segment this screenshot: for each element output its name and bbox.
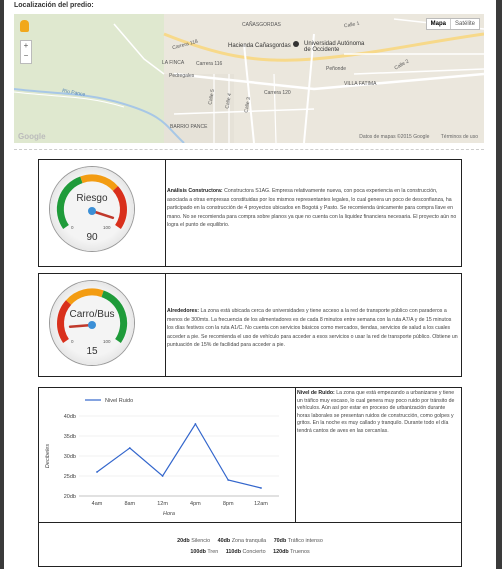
noise-chart-svg: Nivel Ruido 20db 25db 30db 35db 40db 4am 8am 1… [45, 398, 279, 517]
map-label-canasgordas: CAÑASGORDAS [242, 22, 281, 28]
x-axis-label: Hora [163, 511, 175, 517]
location-title: Localización del predio: [14, 2, 94, 9]
legend-series-name: Nivel Ruido [105, 398, 133, 404]
data-point [227, 479, 230, 481]
y-tick-label: 20db [64, 494, 76, 500]
transport-gauge-min: 0 [71, 339, 74, 344]
noise-ref-label: Zona tranquila [231, 538, 267, 544]
map-label-villa-fatima: VILLA FATIMA [344, 81, 377, 87]
y-tick-label: 35db [64, 434, 76, 440]
noise-legend-row-2: 100db Tren 110db Concierto 120db Truenos [39, 549, 461, 555]
google-logo: Google [18, 132, 46, 141]
transport-gauge-label: Carro/Bus [69, 309, 115, 320]
construction-text: Constructora S1AG. Empresa relativamente… [167, 188, 457, 228]
x-tick-label: 8am [124, 501, 135, 507]
noise-ref-value: 40db [217, 538, 231, 544]
map-label-pedregales: Pedregales [169, 73, 195, 79]
risk-gauge-min: 0 [71, 225, 74, 230]
y-axis-label: Decibeles [45, 444, 51, 468]
construction-card: Riesgo 0 100 90 Análisis Constructora: C… [38, 159, 462, 267]
map-label-carrera-120: Carrera 120 [264, 90, 291, 96]
x-tick-label: 12am [254, 501, 268, 507]
surroundings-gauge-cell: Carro/Bus 0 100 15 [39, 274, 166, 376]
noise-analysis: Nivel de Ruido: La zona que está empezan… [297, 390, 459, 435]
noise-ref-value: 110db [225, 549, 242, 555]
noise-ref-label: Tráfico intenso [287, 538, 323, 544]
y-tick-label: 30db [64, 454, 76, 460]
transport-gauge-max: 100 [103, 339, 111, 344]
transport-gauge: Carro/Bus 0 100 15 [50, 281, 134, 365]
zoom-control[interactable]: + − [20, 40, 32, 64]
map-label-carrera-116: Carrera 116 [196, 61, 223, 67]
surroundings-heading: Alrededores: [167, 308, 199, 314]
map-label-penonde: Peñonde [326, 66, 347, 72]
surroundings-text: La zona está ubicada cerca de universida… [167, 308, 458, 348]
noise-ref-label: Silencio [191, 538, 211, 544]
risk-gauge-label: Riesgo [76, 193, 108, 204]
section-divider [14, 149, 484, 150]
window-frame-left [0, 0, 4, 569]
noise-reference-legend: 20db Silencio 40db Zona tranquila 70db T… [39, 538, 461, 560]
street-view-pegman-icon[interactable] [20, 20, 29, 32]
x-tick-label: 8pm [223, 501, 234, 507]
noise-ref-value: 70db [273, 538, 287, 544]
data-point [96, 471, 98, 473]
surroundings-card: Carro/Bus 0 100 15 Alrededores: La zona … [38, 273, 462, 377]
x-tick-label: 4am [92, 501, 103, 507]
noise-card: Nivel Ruido 20db 25db 30db 35db 40db 4am 8am 1… [38, 387, 462, 567]
risk-gauge-dial [56, 174, 127, 230]
window-frame-right [496, 0, 502, 569]
map-data-attribution: Datos de mapas ©2015 Google [359, 134, 430, 140]
risk-gauge-max: 100 [103, 225, 111, 230]
noise-ref-label: Truenos [290, 549, 310, 555]
surroundings-analysis: Alrededores: La zona está ubicada cerca … [167, 307, 459, 350]
x-tick-label: 12m [157, 501, 168, 507]
map-label-barrio-pance: BARRIO PANCE [170, 124, 208, 130]
construction-heading: Análisis Constructora: [167, 188, 223, 194]
noise-divider [39, 522, 461, 523]
construction-gauge-cell: Riesgo 0 100 90 [39, 160, 166, 266]
noise-ref-value: 100db [190, 549, 206, 555]
transport-gauge-dial [57, 288, 128, 344]
risk-gauge: Riesgo 0 100 90 [50, 167, 134, 251]
data-point [161, 475, 164, 477]
map-view[interactable]: + − Mapa Satélite CAÑASGORDAS Hacienda Ca… [14, 14, 484, 143]
noise-ref-value: 20db [177, 538, 190, 544]
noise-legend-row-1: 20db Silencio 40db Zona tranquila 70db T… [39, 538, 461, 544]
noise-series-line [96, 422, 262, 489]
map-type-satellite-button[interactable]: Satélite [449, 19, 479, 29]
transport-gauge-value: 15 [86, 346, 98, 357]
map-type-control[interactable]: Mapa Satélite [425, 18, 480, 30]
x-tick-label: 4pm [190, 501, 201, 507]
map-roads [14, 14, 484, 143]
data-point [260, 487, 262, 489]
map-footer: Datos de mapas ©2015 Google Términos de … [349, 134, 478, 140]
map-label-la-finca: LA FINCA [162, 60, 185, 66]
construction-analysis: Análisis Constructora: Constructora S1AG… [167, 187, 459, 230]
map-label-hacienda: Hacienda Cañasgordas [228, 43, 291, 49]
y-tick-label: 25db [64, 474, 76, 480]
data-point [128, 447, 131, 449]
data-point [194, 423, 197, 425]
noise-chart: Nivel Ruido 20db 25db 30db 35db 40db 4am 8am 1… [39, 388, 296, 522]
noise-ref-value: 120db [273, 549, 289, 555]
map-type-map-button[interactable]: Mapa [430, 21, 446, 27]
risk-gauge-value: 90 [86, 232, 98, 243]
y-tick-label: 40db [64, 414, 76, 420]
map-terms-link[interactable]: Términos de uso [440, 134, 478, 140]
noise-text: La zona que está empezando a urbanizarse… [297, 390, 455, 434]
noise-ref-label: Tren [207, 549, 219, 555]
noise-heading: Nivel de Ruido: [297, 390, 335, 396]
map-label-universidad: Universidad Autónoma de Occidente [304, 41, 365, 53]
noise-ref-label: Concierto [242, 549, 266, 555]
